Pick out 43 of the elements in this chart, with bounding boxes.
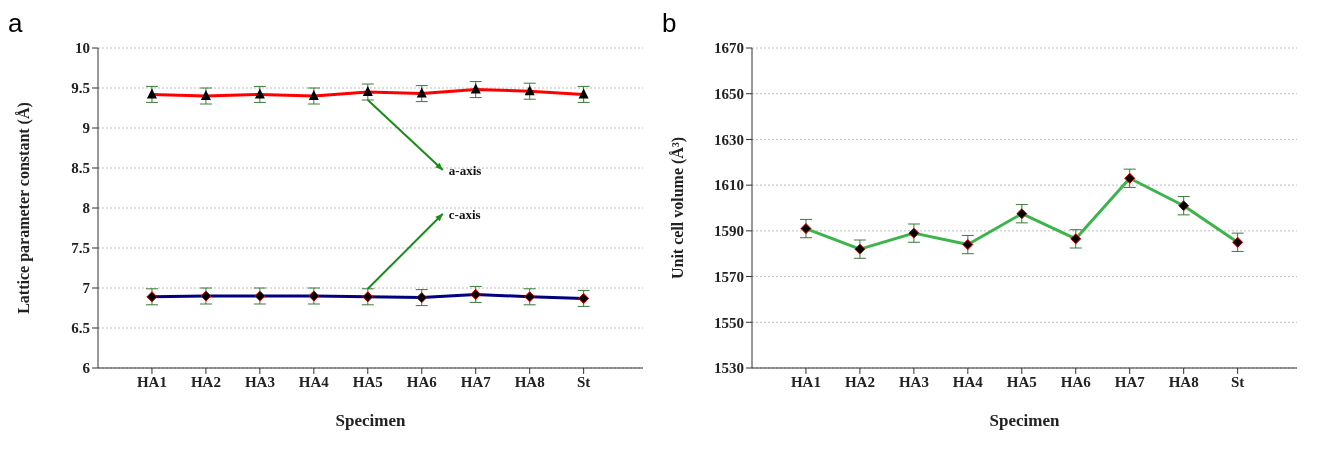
y-tick-label: 8	[82, 200, 90, 217]
x-tick-label: HA3	[244, 373, 275, 390]
x-tick-label: HA2	[190, 373, 221, 390]
y-axis-title: Unit cell volume (Å³)	[668, 136, 687, 280]
x-tick-label: HA3	[898, 373, 929, 390]
text: a-axis	[448, 163, 482, 178]
x-tick-label: HA4	[952, 373, 984, 390]
x-tick-label: HA7	[460, 373, 492, 390]
x-tick-label: HA1	[136, 373, 167, 390]
y-tick-label: 1570	[714, 268, 744, 285]
y-tick-label: 7.5	[71, 240, 90, 257]
y-tick-label: 8.5	[71, 160, 90, 177]
y-tick-label: 1530	[714, 360, 744, 377]
x-tick-label: HA4	[298, 373, 330, 390]
x-tick-label: HA7	[1114, 373, 1146, 390]
y-axis-title: Lattice parameter constant (Å)	[14, 102, 33, 314]
y-tick-label: 1650	[714, 86, 744, 103]
y-tick-label: 9.5	[71, 80, 90, 97]
y-tick-label: 1630	[714, 131, 744, 148]
text: c-axis	[448, 206, 481, 222]
x-tick-label: St	[576, 373, 591, 390]
y-tick-label: 6.5	[71, 320, 90, 337]
y-tick-label: 1550	[714, 314, 744, 331]
y-tick-label: 7	[82, 280, 91, 297]
chart-title: a	[8, 8, 23, 39]
x-tick-label: HA5	[352, 373, 383, 390]
y-tick-label: 9	[82, 120, 90, 137]
x-tick-label: HA8	[514, 373, 545, 390]
x-tick-label: St	[1230, 373, 1245, 390]
x-tick-label: HA6	[1060, 373, 1092, 390]
y-tick-label: 1610	[714, 177, 744, 194]
chart-title: b	[662, 8, 677, 39]
y-tick-label: 6	[82, 360, 91, 377]
x-tick-label: HA2	[844, 373, 875, 390]
x-axis-title: Specimen	[989, 411, 1060, 430]
y-tick-label: 1590	[714, 223, 744, 240]
x-tick-label: HA8	[1168, 373, 1199, 390]
x-tick-label: HA5	[1006, 373, 1037, 390]
y-tick-label: 10	[75, 40, 90, 57]
x-tick-label: HA6	[406, 373, 438, 390]
x-tick-label: HA1	[790, 373, 821, 390]
y-tick-label: 1670	[714, 40, 744, 57]
x-axis-title: Specimen	[335, 411, 406, 430]
